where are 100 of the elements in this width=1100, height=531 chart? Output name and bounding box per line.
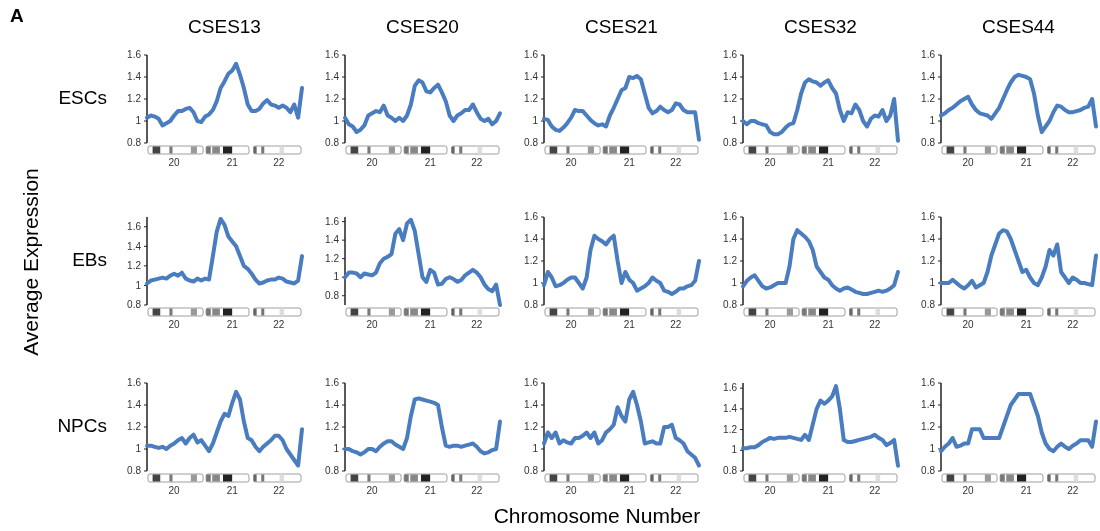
y-tick-label: 1.4 <box>127 399 142 411</box>
y-tick-label: 0.8 <box>723 137 738 149</box>
y-tick-label: 1.2 <box>524 421 539 433</box>
x-tick-label: 21 <box>623 319 636 330</box>
x-tick-label: 22 <box>869 319 881 330</box>
y-tick-label: 1.6 <box>723 49 738 61</box>
line-series <box>939 72 1098 134</box>
x-tick-label: 20 <box>565 485 578 496</box>
y-tick-label: 0.8 <box>524 299 539 311</box>
line-series <box>145 61 304 128</box>
line-series <box>741 228 900 296</box>
x-tick-label: 22 <box>1067 157 1079 168</box>
y-tick-label: 1.2 <box>127 421 142 433</box>
x-tick-label: 22 <box>1067 485 1079 496</box>
y-tick-label: 1.6 <box>127 49 142 61</box>
x-tick-label: 22 <box>471 485 483 496</box>
y-tick-label: 0.8 <box>921 299 936 311</box>
x-tick-label: 20 <box>962 485 975 496</box>
line-series <box>939 392 1098 454</box>
y-tick-label: 0.8 <box>127 137 142 149</box>
x-tick-label: 20 <box>962 157 975 168</box>
line-series <box>542 73 701 142</box>
y-tick-label: 0.8 <box>921 465 936 477</box>
x-tick-label: 20 <box>366 157 379 168</box>
line-series <box>542 389 701 468</box>
chart-title: CSES13 <box>188 16 261 37</box>
y-tick-label: 1.6 <box>127 220 142 232</box>
y-tick-label: 1.4 <box>325 399 340 411</box>
y-tick-label: 1.4 <box>723 233 738 245</box>
line-series <box>343 217 502 307</box>
chart-title: CSES21 <box>585 16 658 37</box>
y-tick-label: 0.8 <box>325 137 340 149</box>
x-tick-label: 20 <box>764 485 777 496</box>
y-tick-label: 1.4 <box>723 71 738 83</box>
y-tick-label: 1 <box>135 115 142 127</box>
y-tick-label: 1 <box>532 443 539 455</box>
text: Average Expression <box>19 168 42 356</box>
y-tick-label: 1.4 <box>127 71 142 83</box>
x-tick-label: 20 <box>764 319 777 330</box>
chart-title: CSES20 <box>386 16 459 37</box>
y-tick-label: 1.4 <box>524 233 539 245</box>
y-tick-label: 1 <box>333 271 340 283</box>
y-tick-label: 0.8 <box>524 137 539 149</box>
x-tick-label: 21 <box>226 485 239 496</box>
line-series <box>145 216 304 286</box>
y-tick-label: 0.8 <box>325 289 340 301</box>
text: Chromosome Number <box>493 504 701 527</box>
y-tick-label: 1.2 <box>325 421 340 433</box>
y-tick-label: 1.6 <box>921 49 936 61</box>
line-series <box>741 77 900 143</box>
y-tick-label: 0.8 <box>723 299 738 311</box>
y-tick-label: 1.4 <box>127 240 142 252</box>
y-axis-title: NPCs <box>57 415 107 437</box>
x-tick-label: 20 <box>168 157 181 168</box>
y-tick-label: 1.6 <box>524 377 539 389</box>
x-tick-label: 22 <box>273 319 285 330</box>
y-tick-label: 1.2 <box>723 423 738 435</box>
y-tick-label: 1 <box>532 277 539 289</box>
y-tick-label: 1.2 <box>524 255 539 267</box>
chart-title: CSES32 <box>784 16 857 37</box>
y-tick-label: 1.2 <box>325 93 340 105</box>
x-tick-label: 21 <box>623 157 636 168</box>
x-tick-label: 21 <box>1020 485 1033 496</box>
x-tick-label: 22 <box>273 485 285 496</box>
line-series <box>343 78 502 134</box>
y-tick-label: 1.4 <box>723 403 738 415</box>
y-tick-label: 1 <box>532 115 539 127</box>
y-tick-label: 1.4 <box>524 71 539 83</box>
y-tick-label: 1 <box>929 277 936 289</box>
y-tick-label: 0.8 <box>325 465 340 477</box>
y-tick-label: 1 <box>135 443 142 455</box>
y-tick-label: 1.4 <box>325 71 340 83</box>
y-tick-label: 0.8 <box>127 299 142 311</box>
x-tick-label: 22 <box>471 319 483 330</box>
x-tick-label: 21 <box>424 319 437 330</box>
y-tick-label: 1.2 <box>921 93 936 105</box>
x-tick-label: 21 <box>1020 157 1033 168</box>
x-tick-label: 21 <box>226 157 239 168</box>
y-tick-label: 1.6 <box>325 49 340 61</box>
y-tick-label: 1.2 <box>127 93 142 105</box>
y-tick-label: 1.6 <box>524 49 539 61</box>
y-tick-label: 1.6 <box>524 211 539 223</box>
y-tick-label: 1.4 <box>325 234 340 246</box>
y-tick-label: 1.6 <box>127 377 142 389</box>
x-tick-label: 20 <box>168 485 181 496</box>
x-tick-label: 22 <box>1067 319 1079 330</box>
line-series <box>542 233 701 296</box>
y-tick-label: 0.8 <box>723 465 738 477</box>
x-tick-label: 21 <box>424 157 437 168</box>
y-tick-label: 1.6 <box>325 377 340 389</box>
y-tick-label: 1.6 <box>723 382 738 394</box>
x-tick-label: 21 <box>623 485 636 496</box>
x-tick-label: 22 <box>471 157 483 168</box>
x-tick-label: 21 <box>1020 319 1033 330</box>
y-tick-label: 1 <box>135 279 142 291</box>
line-series <box>145 389 304 468</box>
chart-title: CSES44 <box>982 16 1056 37</box>
y-tick-label: 1.2 <box>921 421 936 433</box>
x-tick-label: 22 <box>670 485 682 496</box>
x-tick-label: 22 <box>869 485 881 496</box>
